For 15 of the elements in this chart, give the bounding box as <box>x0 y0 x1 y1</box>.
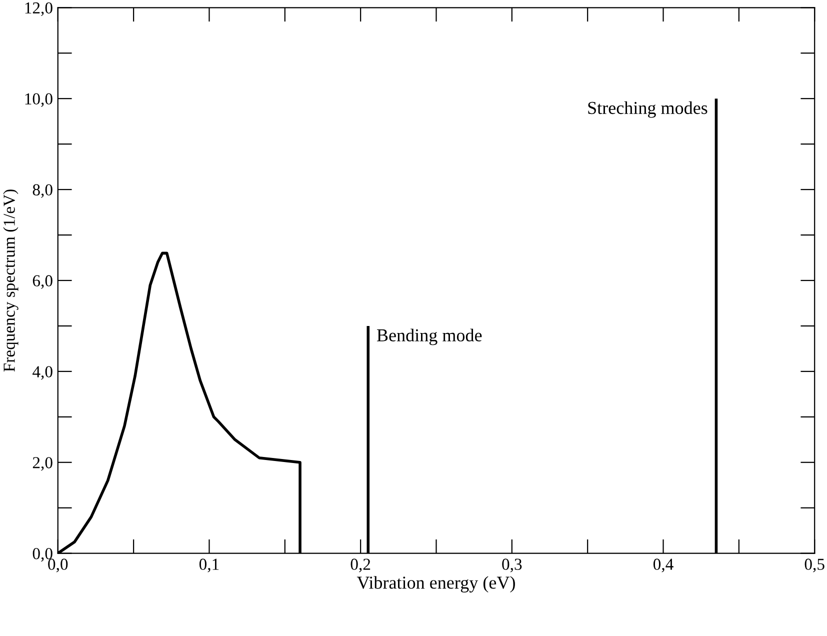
y-tick-label: 12,0 <box>25 2 52 16</box>
y-tick-label: 2,0 <box>32 457 52 471</box>
x-tick-label: 0,5 <box>804 558 824 572</box>
y-tick-label: 4,0 <box>32 366 52 380</box>
x-tick-label: 0,1 <box>199 558 219 572</box>
y-tick-label: 10,0 <box>25 93 52 107</box>
x-tick-label: 0,2 <box>350 558 370 572</box>
annotation: Streching modes <box>588 101 708 118</box>
x-axis-title: Vibration energy (eV) <box>356 576 515 592</box>
y-axis-title: Frequency spectrum (1/eV) <box>3 190 18 372</box>
annotation: Bending mode <box>376 328 482 346</box>
y-tick-label: 8,0 <box>32 184 52 198</box>
x-tick-label: 0,4 <box>653 558 674 572</box>
x-tick-label: 0,3 <box>502 558 522 572</box>
y-tick-label: 6,0 <box>32 275 52 289</box>
